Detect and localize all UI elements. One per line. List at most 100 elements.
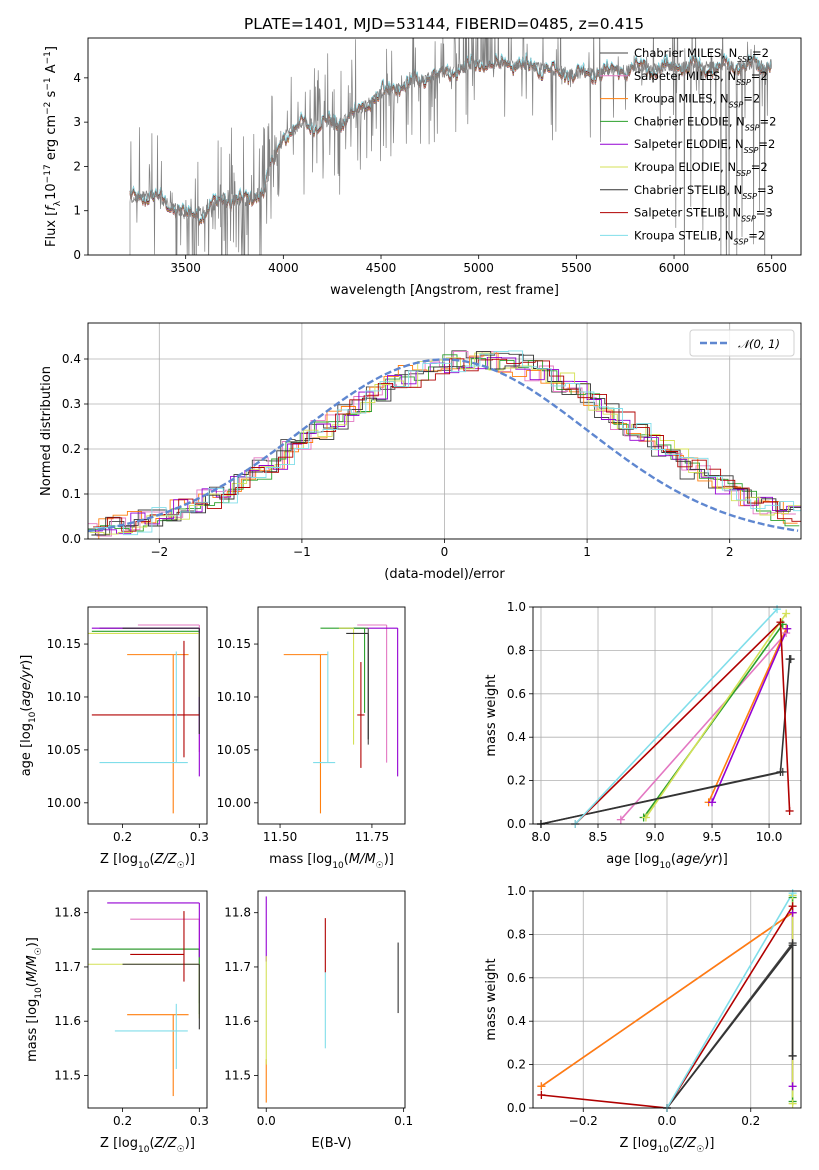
legend-value: =2 bbox=[752, 46, 769, 60]
y-tick-label: 0.1 bbox=[62, 487, 81, 501]
label-part: )] bbox=[185, 1136, 195, 1151]
x-tick-label: 0.2 bbox=[113, 830, 132, 844]
x-axis-label: mass [log10(M/M☉)] bbox=[269, 852, 394, 871]
weight-line bbox=[541, 905, 794, 1108]
weight-line bbox=[666, 892, 794, 1108]
label-part: λ bbox=[53, 200, 63, 206]
y-axis-label: mass [log10(M/M☉)] bbox=[25, 937, 44, 1062]
y-tick-label: 10.10 bbox=[47, 690, 81, 704]
label-part: 10 bbox=[657, 1145, 669, 1155]
axes-frame bbox=[87, 37, 802, 256]
x-tick-label: 9.0 bbox=[645, 830, 664, 844]
y-tick-label: 4 bbox=[73, 71, 81, 85]
y-tick-label: 11.5 bbox=[224, 1068, 251, 1082]
plot-area bbox=[129, 38, 772, 255]
x-axis-label: age [log10(age/yr)] bbox=[606, 852, 728, 871]
x-tick-label: 0.3 bbox=[190, 1114, 209, 1128]
label-part: log bbox=[640, 852, 660, 867]
legend-label: Kroupa STELIB, NSSP=2 bbox=[634, 228, 765, 246]
legend-sub: SSP bbox=[729, 100, 744, 109]
label-part: wavelength [Angstrom, rest frame] bbox=[330, 283, 559, 298]
residual-histogram bbox=[89, 352, 801, 535]
legend-name: Kroupa ELODIE, N bbox=[634, 160, 736, 174]
label-part: ☉ bbox=[177, 1145, 185, 1155]
legend: 𝒩(0, 1) bbox=[689, 329, 795, 357]
label-part: ( bbox=[149, 1136, 154, 1151]
axes-frame bbox=[532, 890, 802, 1109]
legend-name: Chabrier ELODIE, N bbox=[634, 114, 745, 128]
legend-label: Chabrier MILES, NSSP=2 bbox=[634, 46, 769, 64]
legend-value: =2 bbox=[743, 92, 760, 106]
label-part: Z [ bbox=[100, 1136, 118, 1151]
y-tick-label: 0.2 bbox=[507, 1058, 526, 1072]
label-part: 10 bbox=[138, 1145, 150, 1155]
errorbar-point bbox=[91, 948, 200, 1015]
y-tick-label: 3 bbox=[73, 115, 81, 129]
axes-frame bbox=[257, 606, 406, 825]
errorbar-point bbox=[313, 651, 336, 764]
label-part: ( bbox=[19, 707, 34, 712]
y-tick-label: 0.2 bbox=[62, 442, 81, 456]
label-part: age [ bbox=[606, 852, 639, 867]
label-part: −17 bbox=[43, 164, 53, 183]
axes-frame bbox=[257, 890, 406, 1109]
legend-label: Chabrier STELIB, NSSP=3 bbox=[634, 183, 774, 201]
label-part: ☉ bbox=[177, 861, 185, 871]
label-part: mass weight bbox=[484, 958, 499, 1040]
axes-frame bbox=[87, 322, 802, 540]
errorbar-point bbox=[91, 640, 200, 758]
y-tick-label: 10.05 bbox=[47, 743, 81, 757]
errorbar-point bbox=[357, 662, 365, 768]
x-axis-label: Z [log10(Z/Z☉)] bbox=[100, 1136, 195, 1155]
label-part: )] bbox=[185, 852, 195, 867]
plot-area bbox=[533, 607, 801, 824]
x-tick-label: 3500 bbox=[170, 261, 201, 275]
legend-name: Chabrier STELIB, N bbox=[634, 183, 742, 197]
weight-line bbox=[707, 628, 787, 803]
errorbar-point bbox=[283, 654, 328, 814]
label-part: Z/Z bbox=[154, 852, 178, 867]
x-axis-label: E(B-V) bbox=[311, 1136, 351, 1151]
errorbar-point bbox=[130, 918, 200, 985]
errorbar-point bbox=[107, 902, 200, 958]
y-tick-label: 0.6 bbox=[507, 687, 526, 701]
label-part: 10 bbox=[138, 861, 150, 871]
axes-spectrum: 3500 4000 4500 5000 5500 6000 6500 0 1 2 3 4 wavelen… bbox=[43, 37, 802, 298]
y-tick-label: 10.15 bbox=[47, 637, 81, 651]
errorbar-point bbox=[338, 627, 355, 745]
residual-histogram bbox=[91, 351, 801, 536]
x-axis-label: Z [log10(Z/Z☉)] bbox=[620, 1136, 715, 1155]
label-part: Z [ bbox=[100, 852, 118, 867]
x-tick-label: 11.50 bbox=[263, 830, 297, 844]
label-part: )] bbox=[718, 852, 728, 867]
figure-title: PLATE=1401, MJD=53144, FIBERID=0485, z=0… bbox=[244, 15, 644, 33]
axes-frame bbox=[532, 606, 802, 825]
errorbar-point bbox=[91, 948, 200, 1004]
label-part: log bbox=[312, 852, 332, 867]
label-part: M/M bbox=[349, 852, 376, 867]
legend-value: =2 bbox=[760, 114, 777, 128]
label-part: (data-model)/error bbox=[384, 567, 505, 582]
x-tick-label: 10.0 bbox=[756, 830, 783, 844]
label-part: 10 bbox=[44, 183, 59, 200]
y-tick-label: 11.5 bbox=[54, 1068, 81, 1082]
label-part: Flux [ bbox=[44, 211, 59, 247]
label-part: s bbox=[44, 90, 59, 101]
legend-sub: SSP bbox=[736, 77, 751, 86]
plot-area bbox=[265, 896, 399, 1103]
y-tick-label: 1 bbox=[73, 204, 81, 218]
label-part: )] bbox=[19, 655, 34, 665]
axes-residuals: −2 −1 0 1 2 0.0 0.1 0.2 0.3 0.4 (data-model)/error… bbox=[39, 322, 802, 582]
y-tick-label: 0.8 bbox=[507, 927, 526, 941]
legend-label: Salpeter STELIB, NSSP=3 bbox=[634, 206, 773, 224]
label-part: Z [ bbox=[620, 1136, 638, 1151]
label-part: Normed distribution bbox=[39, 366, 54, 496]
y-tick-label: 11.6 bbox=[224, 1014, 251, 1028]
label-part: ☉ bbox=[34, 947, 44, 955]
y-tick-label: 0.8 bbox=[507, 643, 526, 657]
y-tick-label: 11.7 bbox=[224, 960, 251, 974]
legend-sub: SSP bbox=[736, 169, 751, 178]
y-axis-label: Flux [fλ10−17 erg cm−2 s−1 A−1] bbox=[43, 46, 63, 247]
